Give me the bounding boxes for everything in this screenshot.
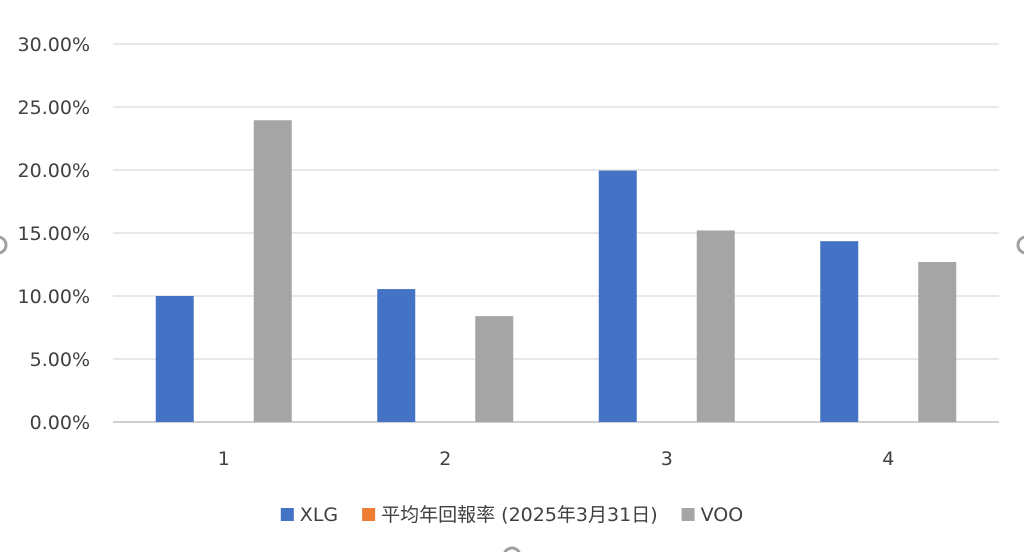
selection-handles[interactable] [0,235,1024,552]
y-tick-label: 30.00% [18,34,90,56]
gridlines [113,43,999,423]
bars [155,120,957,422]
bar-voo-2 [475,316,514,422]
bar-xlg-1 [155,296,194,422]
bar-voo-1 [253,120,292,422]
legend-swatch [280,508,294,521]
y-axis-tick-labels: 0.00% 5.00% 10.00% 15.00% 20.00% 25.00% 30.00% [18,34,90,434]
x-axis-tick-labels: 1 2 3 4 [218,448,895,470]
legend-label: 平均年回報率 (2025年3月31日) [381,504,657,526]
y-tick-label: 10.00% [18,286,90,308]
legend-swatch [681,508,695,521]
x-tick-label: 4 [882,448,894,470]
x-tick-label: 1 [218,448,230,470]
bar-xlg-2 [377,289,416,422]
y-tick-label: 15.00% [18,223,90,245]
legend-label: XLG [300,504,338,526]
legend-label: VOO [701,504,744,526]
y-tick-label: 5.00% [30,349,90,371]
bar-xlg-3 [598,170,637,422]
resize-handle-bottom[interactable] [503,546,521,552]
y-tick-label: 20.00% [18,160,90,182]
legend: XLG 平均年回報率 (2025年3月31日) VOO [280,504,744,526]
bar-xlg-4 [820,241,859,422]
resize-handle-left[interactable] [0,235,8,255]
y-tick-label: 0.00% [30,412,90,434]
x-tick-label: 3 [661,448,673,470]
x-tick-label: 2 [439,448,451,470]
bar-voo-3 [696,230,735,422]
y-tick-label: 25.00% [18,97,90,119]
resize-handle-right[interactable] [1016,235,1024,255]
bar-voo-4 [918,261,957,422]
legend-swatch [362,508,376,521]
